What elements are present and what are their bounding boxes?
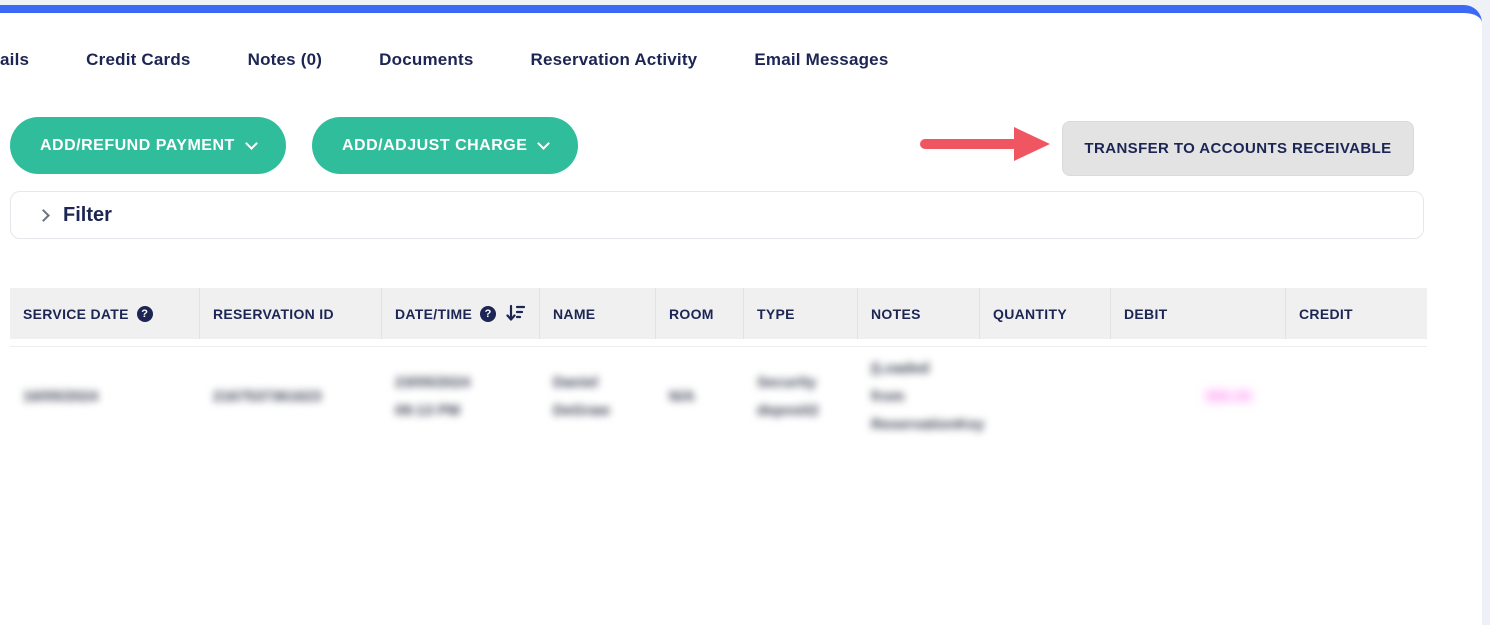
add-refund-payment-button[interactable]: ADD/REFUND PAYMENT (10, 117, 286, 174)
cell-name: Daniel DeGraw (553, 373, 610, 419)
column-header-notes: NOTES (858, 288, 980, 339)
tab-documents[interactable]: Documents (379, 50, 474, 69)
chevron-down-icon (537, 137, 551, 150)
add-adjust-charge-label: ADD/ADJUST CHARGE (342, 136, 528, 154)
table-row: 16/05/2024 2167537361623 23/05/2024 09:1… (10, 346, 1427, 446)
column-header-debit: DEBIT (1111, 288, 1286, 339)
tab-bar: Details Credit Cards Notes (0) Documents… (0, 50, 889, 70)
help-icon[interactable]: ? (480, 305, 497, 322)
sort-descending-icon[interactable] (506, 304, 526, 323)
tab-credit-cards[interactable]: Credit Cards (86, 50, 191, 69)
column-header-service-date: SERVICE DATE ? (10, 288, 200, 339)
column-label: RESERVATION ID (213, 305, 334, 322)
column-header-room: ROOM (656, 288, 744, 339)
column-label: ROOM (669, 305, 714, 322)
column-header-credit: CREDIT (1286, 288, 1427, 339)
filter-label: Filter (63, 203, 112, 226)
column-header-reservation-id: RESERVATION ID (200, 288, 382, 339)
column-label: QUANTITY (993, 305, 1067, 322)
column-label: DATE/TIME (395, 305, 473, 322)
cell-notes: (Loaded from ReservationKey (871, 359, 985, 433)
column-header-date-time: DATE/TIME ? (382, 288, 540, 339)
cell-room: N/A (669, 387, 695, 405)
cell-type: Security deposit2 (757, 373, 819, 419)
reservation-panel: Details Credit Cards Notes (0) Documents… (0, 5, 1482, 625)
cell-debit-amount-link[interactable]: $50.00 (1206, 387, 1252, 405)
column-label: TYPE (757, 305, 795, 322)
column-label: NOTES (871, 305, 921, 322)
column-label: NAME (553, 305, 596, 322)
cell-service-date: 16/05/2024 (23, 387, 99, 405)
column-label: CREDIT (1299, 305, 1353, 322)
transfer-to-accounts-receivable-button[interactable]: TRANSFER TO ACCOUNTS RECEIVABLE (1062, 121, 1414, 176)
transfer-button-label: TRANSFER TO ACCOUNTS RECEIVABLE (1084, 140, 1392, 157)
add-refund-payment-label: ADD/REFUND PAYMENT (40, 136, 235, 154)
chevron-down-icon (244, 137, 258, 150)
table-header: SERVICE DATE ? RESERVATION ID DATE/TIME … (10, 288, 1427, 339)
column-header-name: NAME (540, 288, 656, 339)
add-adjust-charge-button[interactable]: ADD/ADJUST CHARGE (312, 117, 579, 174)
help-icon[interactable]: ? (136, 305, 153, 322)
tab-email-messages[interactable]: Email Messages (754, 50, 889, 69)
chevron-right-icon (37, 208, 50, 222)
arrow-right-annotation-icon (920, 127, 1050, 161)
tab-details[interactable]: Details (0, 50, 30, 69)
column-label: SERVICE DATE (23, 305, 129, 322)
cell-reservation-id: 2167537361623 (213, 387, 322, 405)
tab-reservation-activity[interactable]: Reservation Activity (530, 50, 698, 69)
column-header-quantity: QUANTITY (980, 288, 1111, 339)
cell-date-time: 23/05/2024 09:13 PM (395, 373, 471, 419)
column-label: DEBIT (1124, 305, 1168, 322)
column-header-type: TYPE (744, 288, 858, 339)
filter-toggle[interactable]: Filter (10, 191, 1424, 239)
tab-notes[interactable]: Notes (0) (247, 50, 323, 69)
